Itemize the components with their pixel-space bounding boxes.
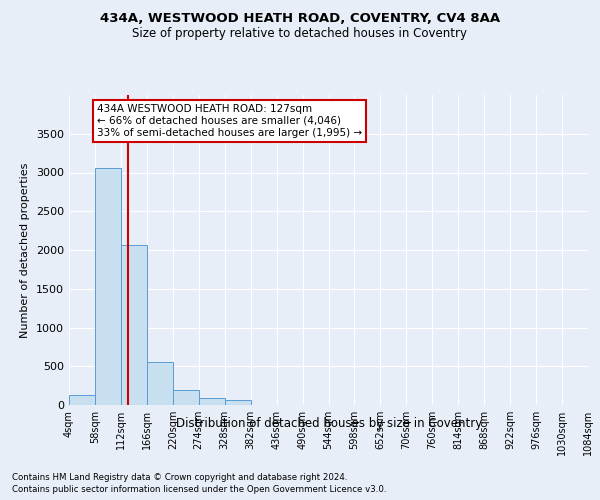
- Text: Distribution of detached houses by size in Coventry: Distribution of detached houses by size …: [176, 418, 482, 430]
- Text: 434A, WESTWOOD HEATH ROAD, COVENTRY, CV4 8AA: 434A, WESTWOOD HEATH ROAD, COVENTRY, CV4…: [100, 12, 500, 26]
- Text: Contains public sector information licensed under the Open Government Licence v3: Contains public sector information licen…: [12, 485, 386, 494]
- Bar: [147, 362, 173, 405]
- Text: Contains HM Land Registry data © Crown copyright and database right 2024.: Contains HM Land Registry data © Crown c…: [12, 472, 347, 482]
- Text: Size of property relative to detached houses in Coventry: Size of property relative to detached ho…: [133, 28, 467, 40]
- Text: 434A WESTWOOD HEATH ROAD: 127sqm
← 66% of detached houses are smaller (4,046)
33: 434A WESTWOOD HEATH ROAD: 127sqm ← 66% o…: [97, 104, 362, 138]
- Bar: [121, 246, 147, 405]
- Bar: [199, 398, 224, 405]
- Bar: [173, 390, 199, 405]
- Bar: [69, 395, 95, 405]
- Bar: [95, 168, 121, 405]
- Bar: [225, 400, 251, 405]
- Y-axis label: Number of detached properties: Number of detached properties: [20, 162, 31, 338]
